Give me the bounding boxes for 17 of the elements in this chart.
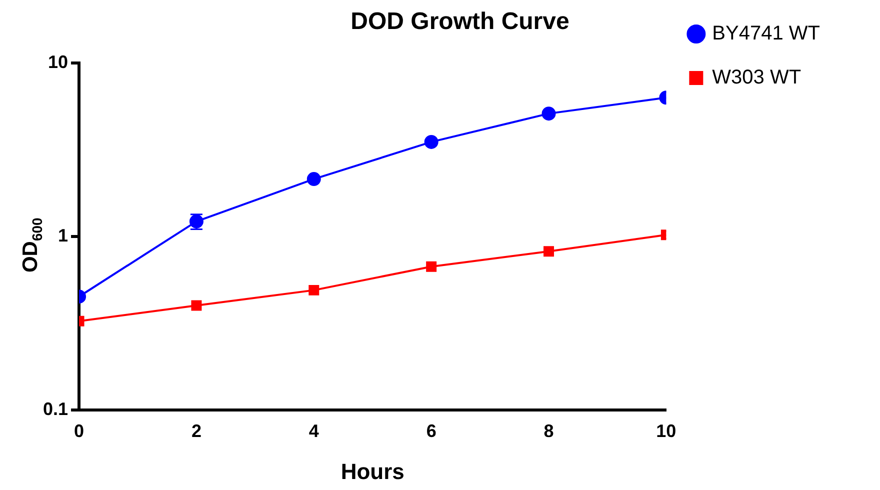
point [426,261,437,272]
y-tick-label: 1 [58,225,68,246]
chart-title: DOD Growth Curve [350,8,570,36]
legend-label: W303 WT [712,66,802,89]
point [424,134,438,149]
x-tick-label: 2 [191,420,202,441]
point [306,172,321,186]
x-axis-title: Hours [340,458,404,484]
x-tick-label: 8 [544,420,554,441]
x-tick-label: 4 [308,420,319,441]
point [308,284,320,296]
x-tick-label: 10 [656,420,676,441]
y-tick-label: 0.1 [42,398,68,419]
y-tick-label: 10 [48,52,68,72]
legend-label: BY4741 WT [712,22,820,45]
x-tick-label: 0 [74,420,84,441]
x-tick-label: 6 [426,420,436,441]
